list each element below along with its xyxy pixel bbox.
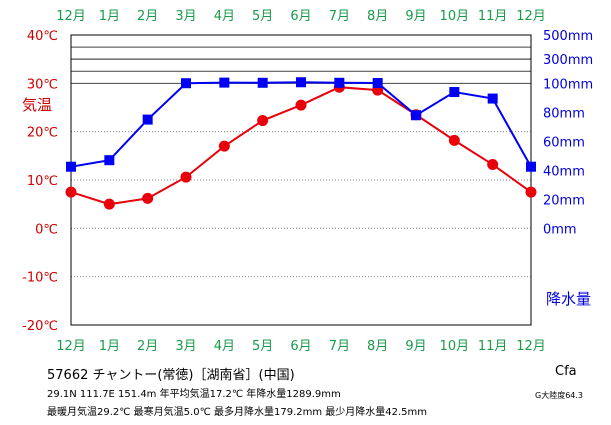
temperature-tick-label: -20℃	[22, 319, 58, 334]
climate-chart: 12月 1月 2月 3月 4月 5月 6月 7月 8月 9月 10月 11月 12月 12月 1月 2月 3月…	[22, 9, 593, 354]
month-label-bottom: 3月	[175, 339, 196, 354]
station-name: 57662 チャントー(常徳)［湖南省］(中国)	[47, 368, 295, 383]
station-extremes: 最暖月気温29.2℃ 最寒月気温5.0℃ 最多月降水量179.2mm 最少月降水…	[47, 407, 428, 418]
precipitation-tick-label: 60mm	[543, 135, 585, 150]
precipitation-point	[411, 110, 421, 121]
precipitation-point	[219, 77, 230, 88]
precipitation-point	[104, 155, 115, 166]
month-label-bottom: 6月	[290, 339, 311, 354]
month-label-bottom: 7月	[329, 339, 350, 354]
month-label-top: 12月	[56, 9, 86, 24]
temperature-point	[65, 186, 77, 198]
precipitation-line	[70, 81, 532, 168]
station-summary: 29.1N 111.7E 151.4m 年平均気温17.2℃ 年降水量1289.…	[47, 389, 341, 400]
precipitation-point	[487, 93, 498, 104]
temperature-point	[180, 171, 192, 183]
month-label-top: 11月	[478, 9, 508, 24]
precipitation-point	[372, 77, 383, 88]
temperature-point	[487, 159, 499, 171]
temperature-tick-label: 10℃	[27, 174, 58, 189]
chart-series	[65, 77, 537, 210]
precipitation-point	[257, 77, 268, 88]
precipitation-tick-label: 0mm	[543, 222, 577, 237]
precipitation-point	[449, 87, 460, 98]
plot-border	[70, 34, 532, 326]
month-label-top: 12月	[516, 9, 546, 24]
month-label-top: 9月	[405, 9, 426, 24]
precipitation-tick-label: 20mm	[543, 193, 585, 208]
month-label-top: 10月	[440, 9, 470, 24]
month-label-bottom: 12月	[56, 339, 86, 354]
month-label-top: 5月	[252, 9, 273, 24]
temperature-point	[142, 192, 154, 204]
temperature-point	[448, 134, 460, 146]
precipitation-point	[526, 161, 536, 172]
temperature-tick-label: 20℃	[27, 126, 58, 141]
month-label-bottom: 4月	[214, 339, 235, 354]
precipitation-axis-label: 降水量	[546, 290, 591, 308]
month-label-top: 3月	[175, 9, 196, 24]
temperature-axis-ticks: 40℃ 30℃ 20℃ 10℃ 0℃ -10℃ -20℃	[22, 29, 58, 334]
chart-grid	[71, 34, 531, 278]
month-label-top: 8月	[367, 9, 388, 24]
month-label-top: 2月	[137, 9, 158, 24]
precipitation-point	[334, 77, 345, 88]
temperature-tick-label: 30℃	[27, 77, 58, 92]
precipitation-point	[181, 78, 191, 89]
month-label-top: 4月	[214, 9, 235, 24]
precipitation-point	[66, 161, 76, 172]
temperature-point	[295, 99, 307, 111]
precipitation-tick-label: 40mm	[543, 164, 585, 179]
temperature-point	[257, 115, 269, 127]
month-label-bottom: 9月	[405, 339, 426, 354]
temperature-tick-label: 0℃	[35, 222, 58, 237]
month-labels-bottom: 12月 1月 2月 3月 4月 5月 6月 7月 8月 9月 10月 11月 12月	[56, 339, 546, 354]
month-label-bottom: 11月	[478, 339, 508, 354]
month-label-top: 7月	[329, 9, 350, 24]
temperature-tick-label: 40℃	[27, 29, 58, 44]
precipitation-axis-ticks: 500mm 300mm 100mm 80mm 60mm 40mm 20mm 0mm	[543, 29, 593, 237]
month-label-bottom: 2月	[137, 339, 158, 354]
temperature-point	[525, 186, 537, 198]
temperature-tick-label: -10℃	[22, 271, 58, 286]
precipitation-point	[142, 114, 153, 125]
precipitation-tick-label: 500mm	[543, 29, 593, 44]
temperature-axis-label: 気温	[22, 96, 52, 114]
month-label-bottom: 1月	[99, 339, 120, 354]
temperature-point	[103, 198, 115, 210]
precipitation-tick-label: 100mm	[543, 77, 593, 92]
month-labels-top: 12月 1月 2月 3月 4月 5月 6月 7月 8月 9月 10月 11月 12月	[56, 9, 546, 24]
precipitation-tick-label: 300mm	[543, 53, 593, 68]
continentality-index: G大陸度64.3	[535, 391, 584, 400]
plot-frame	[70, 34, 532, 326]
precipitation-tick-label: 80mm	[543, 106, 585, 121]
month-label-bottom: 10月	[440, 339, 470, 354]
month-label-top: 6月	[290, 9, 311, 24]
climate-classification: Cfa	[555, 364, 577, 379]
month-label-bottom: 12月	[516, 339, 546, 354]
temperature-point	[218, 140, 230, 152]
precipitation-point	[296, 77, 306, 88]
month-label-top: 1月	[99, 9, 120, 24]
month-label-bottom: 8月	[367, 339, 388, 354]
month-label-bottom: 5月	[252, 339, 273, 354]
